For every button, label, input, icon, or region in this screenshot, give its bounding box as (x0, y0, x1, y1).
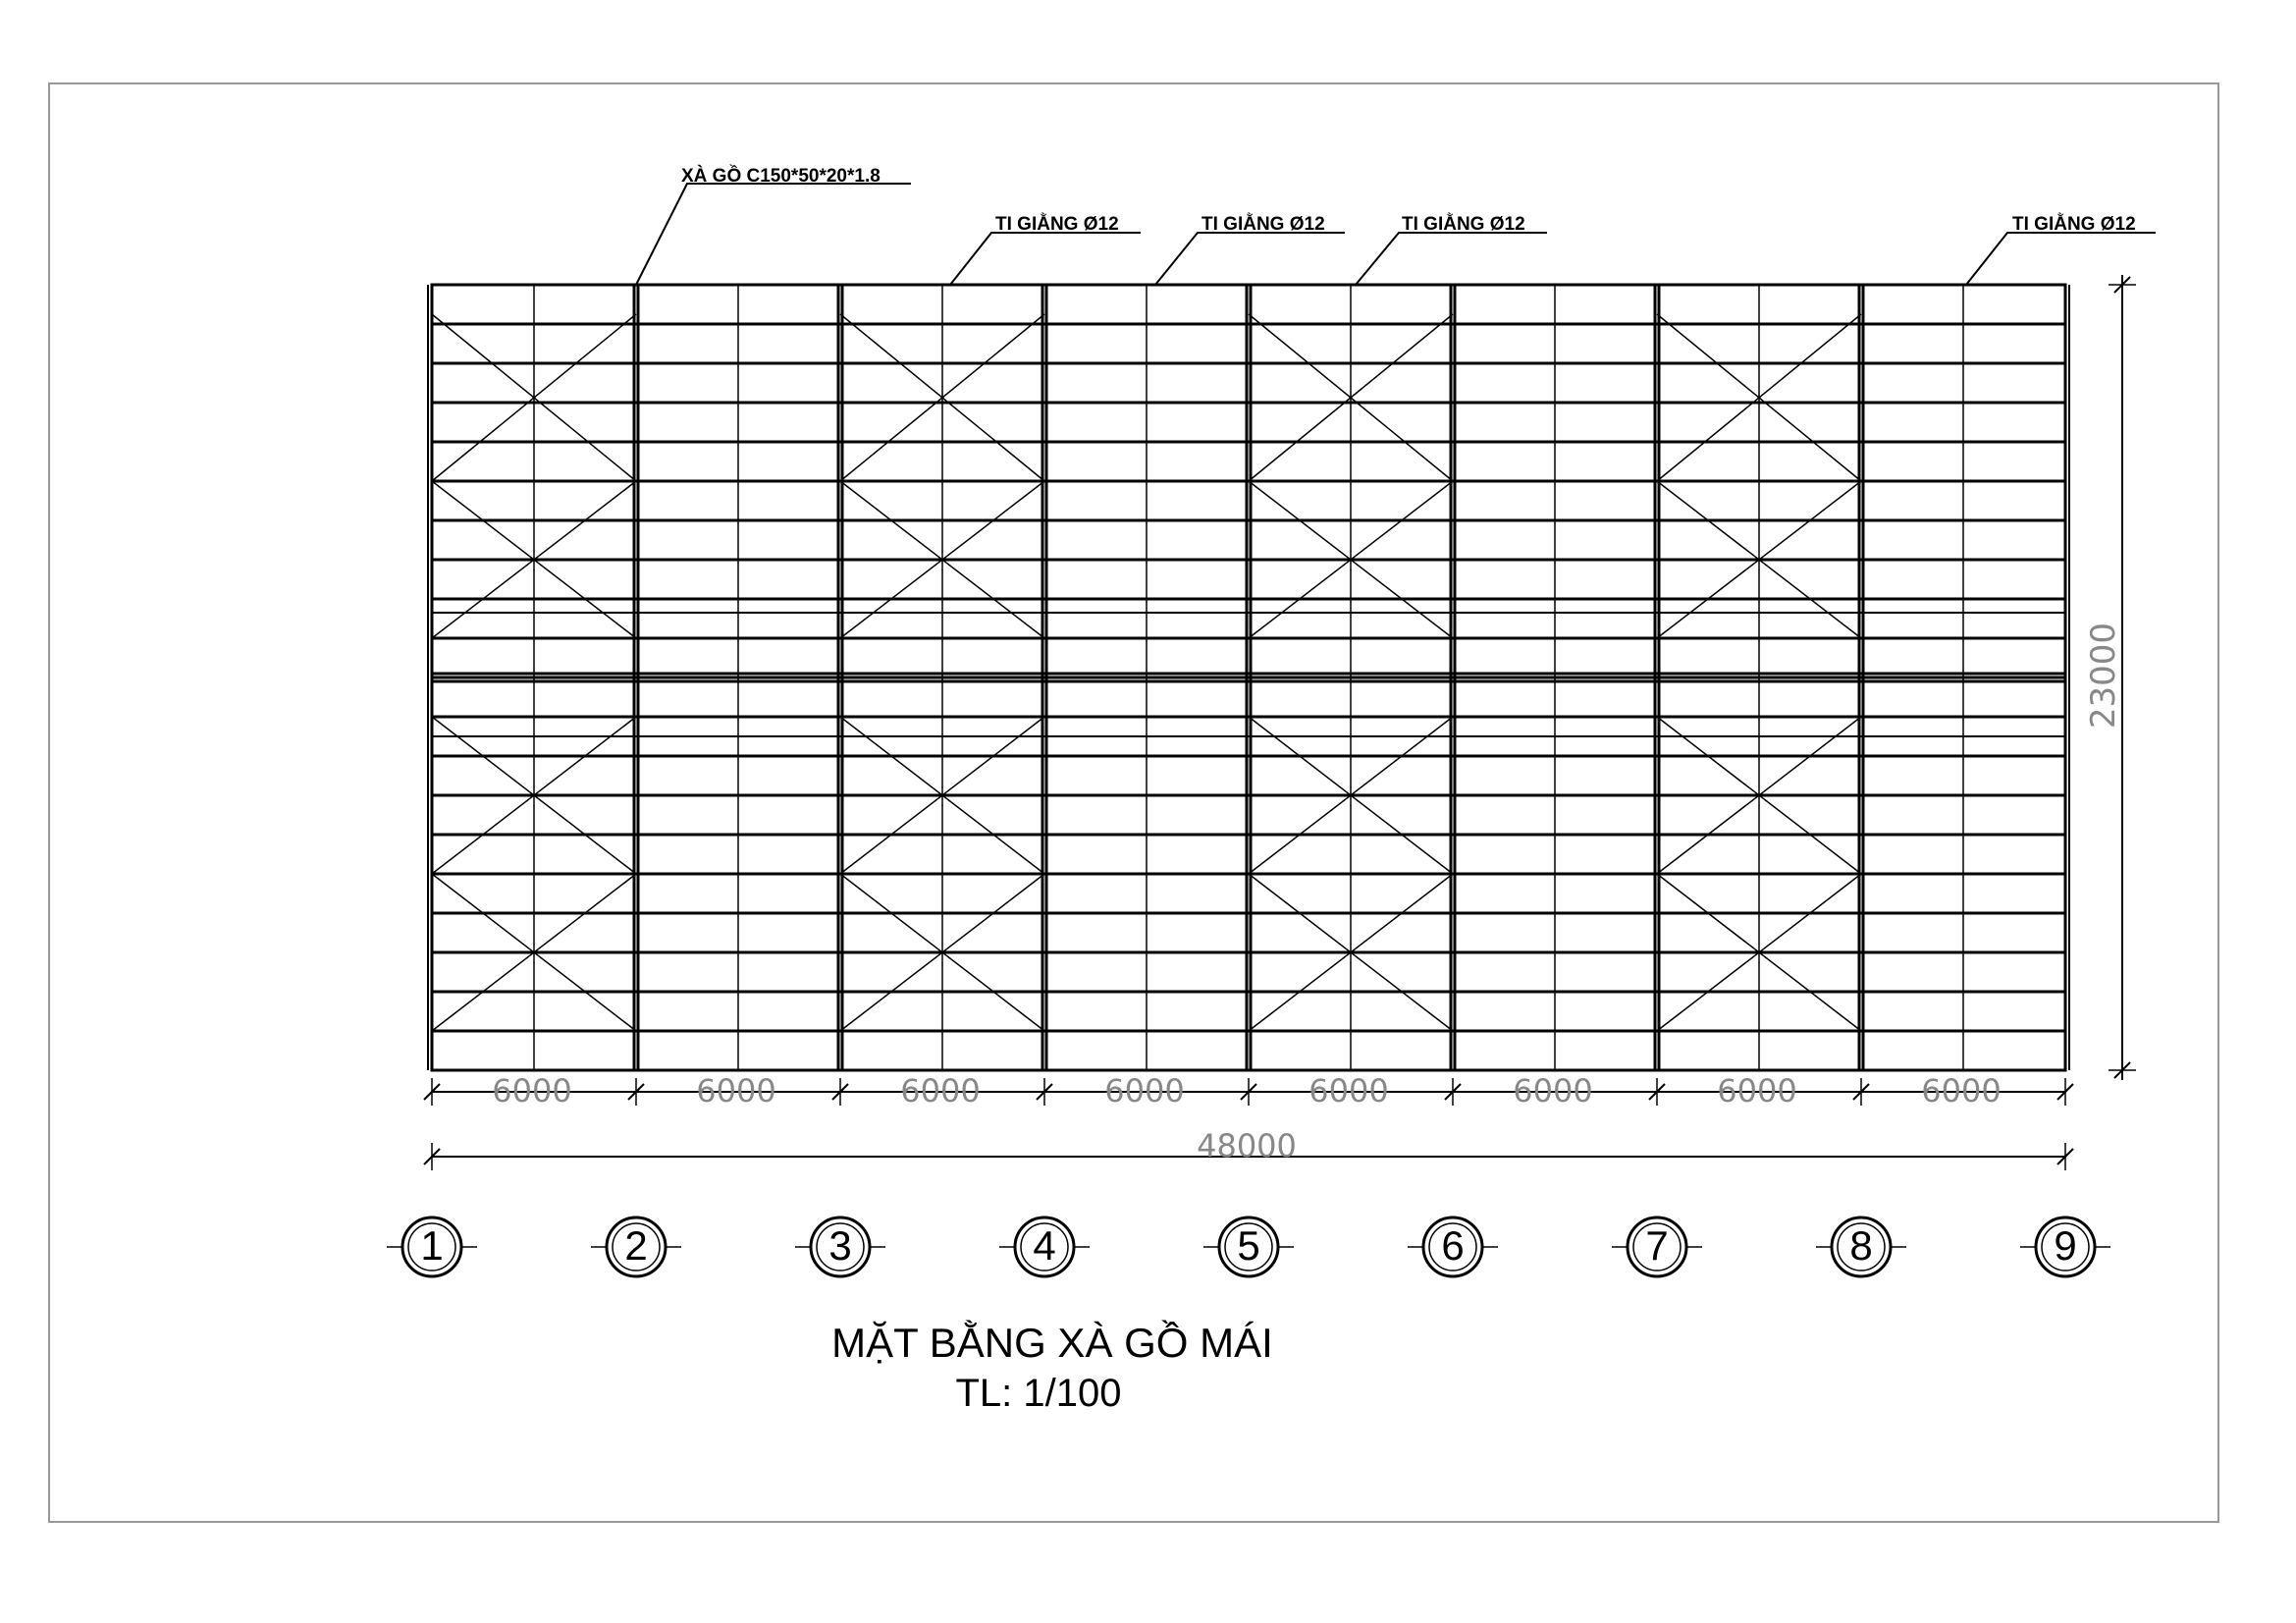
axis-bubble-inner (612, 1222, 661, 1271)
cross-brace (839, 716, 1045, 875)
callout-rod-3: TI GIẰNG Ø12 (1402, 213, 1525, 235)
bay-dimension: 6000 (696, 1072, 775, 1109)
cross-brace (431, 313, 637, 482)
cross-brace (1656, 313, 1862, 482)
leader-purlin (635, 183, 911, 286)
cross-brace (1248, 716, 1454, 875)
bay-dimension: 6000 (1308, 1072, 1388, 1109)
sheet-border (48, 82, 2219, 1523)
cross-brace (431, 716, 637, 875)
callout-rod-1: TI GIẰNG Ø12 (995, 213, 1119, 235)
drawing-scale: TL: 1/100 (955, 1372, 1121, 1415)
axis-label: 9 (2054, 1222, 2076, 1269)
cross-brace (839, 480, 1045, 639)
cross-brace (1248, 313, 1454, 482)
total-dimension: 48000 (1197, 1127, 1297, 1164)
bay-dimension: 6000 (900, 1072, 980, 1109)
leader-rod-1 (949, 232, 1141, 286)
axis-bubble-inner (407, 1222, 456, 1271)
axis-label: 1 (420, 1222, 443, 1269)
axis-bubble-inner (2041, 1222, 2090, 1271)
callout-rod-4: TI GIẰNG Ø12 (2012, 213, 2136, 235)
cross-brace (431, 480, 637, 639)
cross-brace (1248, 480, 1454, 639)
cross-brace (839, 873, 1045, 1032)
axis-bubble-inner (1020, 1222, 1069, 1271)
depth-dimension: 23000 (2084, 622, 2123, 729)
axis-bubble-inner (1837, 1222, 1886, 1271)
purlin-grid (387, 275, 2136, 1278)
leader-rod-2 (1154, 232, 1345, 286)
drawing-title: MẶT BẰNG XÀ GỒ MÁI (831, 1319, 1273, 1366)
callout-rod-2: TI GIẰNG Ø12 (1201, 213, 1325, 235)
axis-label: 8 (1849, 1222, 1872, 1269)
leader-rod-4 (1965, 232, 2156, 286)
bay-dimension: 6000 (492, 1072, 571, 1109)
cross-brace (1656, 873, 1862, 1032)
axis-label: 7 (1645, 1222, 1668, 1269)
axis-label: 5 (1237, 1222, 1259, 1269)
callout-leaders (635, 183, 2156, 286)
cross-brace (1248, 873, 1454, 1032)
cross-brace (839, 313, 1045, 482)
axis-label: 4 (1033, 1222, 1055, 1269)
leader-rod-3 (1355, 232, 1547, 286)
axis-bubble-inner (1428, 1222, 1477, 1271)
cross-brace (431, 873, 637, 1032)
cross-brace (1656, 716, 1862, 875)
bay-dimension: 6000 (1513, 1072, 1592, 1109)
axis-bubble-inner (1224, 1222, 1273, 1271)
axis-label: 2 (624, 1222, 647, 1269)
axis-bubble-inner (1632, 1222, 1682, 1271)
bay-dimension: 6000 (1104, 1072, 1184, 1109)
cross-brace (1656, 480, 1862, 639)
bay-dimension: 6000 (1921, 1072, 2001, 1109)
bay-dimension: 6000 (1717, 1072, 1796, 1109)
callout-purlin: XÀ GỒ C150*50*20*1.8 (681, 165, 881, 187)
axis-label: 6 (1441, 1222, 1464, 1269)
axis-bubble-inner (816, 1222, 865, 1271)
axis-label: 3 (828, 1222, 851, 1269)
